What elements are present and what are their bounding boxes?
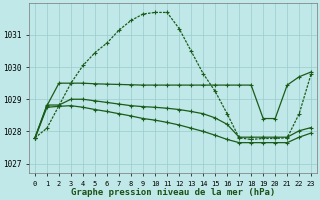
X-axis label: Graphe pression niveau de la mer (hPa): Graphe pression niveau de la mer (hPa) — [71, 188, 275, 197]
